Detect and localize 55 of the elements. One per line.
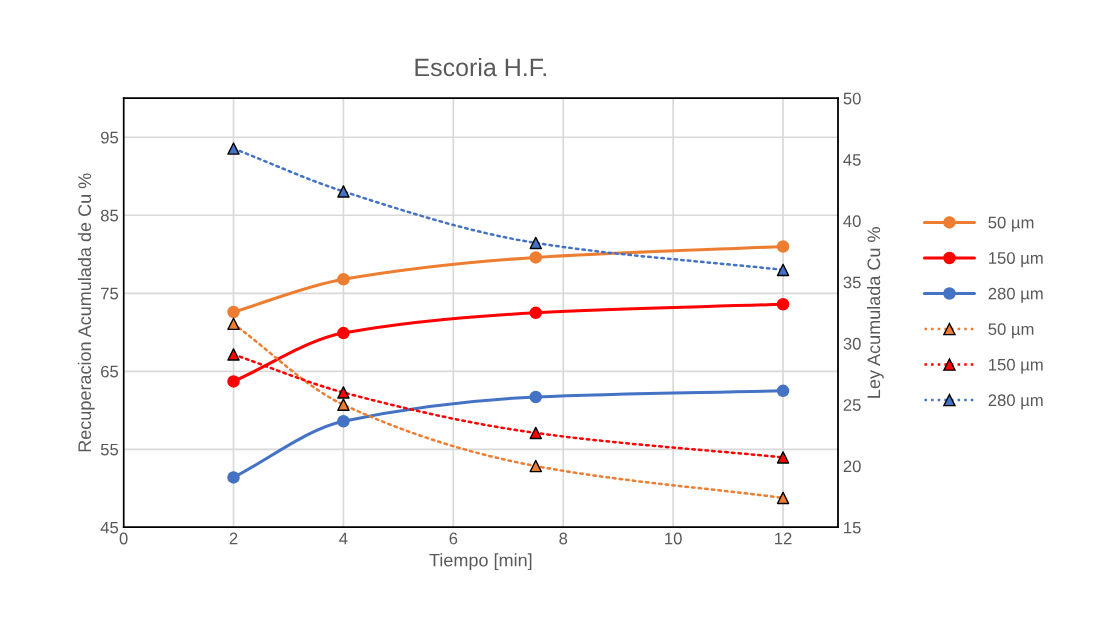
legend-label: 150 µm <box>989 358 1043 374</box>
point <box>776 240 790 253</box>
x-tick-label: 8 <box>559 532 568 545</box>
point <box>337 398 350 411</box>
y-tick-label: 75 <box>101 287 119 300</box>
x-tick-label: 6 <box>449 532 458 545</box>
point <box>529 236 543 250</box>
point <box>227 375 240 388</box>
point <box>337 414 350 428</box>
point <box>776 263 790 277</box>
y2-tick-label: 20 <box>843 460 861 473</box>
point <box>776 297 790 311</box>
legend-label: 50 µm <box>988 216 1034 232</box>
point <box>529 390 543 404</box>
x-axis-title: Tiempo [min] <box>429 553 532 571</box>
point <box>227 348 240 361</box>
point <box>337 326 350 340</box>
y2-tick-label: 40 <box>843 215 861 228</box>
legend-label: 150 µm <box>989 252 1043 268</box>
point <box>227 317 240 331</box>
point <box>776 384 790 398</box>
y-tick-label: 55 <box>100 443 119 456</box>
point <box>529 459 543 473</box>
y2-tick-label: 50 <box>843 92 861 105</box>
point <box>227 142 240 155</box>
y2-tick-label: 15 <box>844 521 861 534</box>
y2-tick-label: 35 <box>843 276 861 289</box>
legend-label: 280 µm <box>988 394 1043 410</box>
point <box>776 451 790 464</box>
x-tick-label: 12 <box>775 532 792 545</box>
y2-tick-label: 25 <box>843 399 861 411</box>
point <box>227 305 240 319</box>
point <box>529 306 543 320</box>
y-tick-label: 45 <box>100 521 119 534</box>
x-tick-label: 10 <box>665 532 682 545</box>
legend-label: 50 µm <box>988 323 1034 339</box>
point <box>337 386 350 399</box>
y2-tick-label: 30 <box>843 337 861 350</box>
point <box>529 426 543 440</box>
y2-tick-label: 45 <box>843 154 861 166</box>
x-tick-label: 4 <box>339 532 348 545</box>
y2-axis-title: Ley Acumulada Cu % <box>866 227 884 398</box>
point <box>337 185 350 198</box>
point <box>227 471 240 484</box>
y-axis-title: Recuperacion Acumulada de Cu % <box>77 173 95 452</box>
x-tick-label: 0 <box>119 532 128 545</box>
x-tick-label: 2 <box>229 532 238 545</box>
legend-label: 280 µm <box>988 287 1043 303</box>
y-tick-label: 65 <box>101 365 119 378</box>
y-tick-label: 95 <box>101 131 119 144</box>
point <box>337 273 350 286</box>
point <box>776 491 790 505</box>
point <box>529 251 543 264</box>
y-tick-label: 85 <box>100 209 119 222</box>
chart-title: Escoria H.F. <box>415 57 546 77</box>
